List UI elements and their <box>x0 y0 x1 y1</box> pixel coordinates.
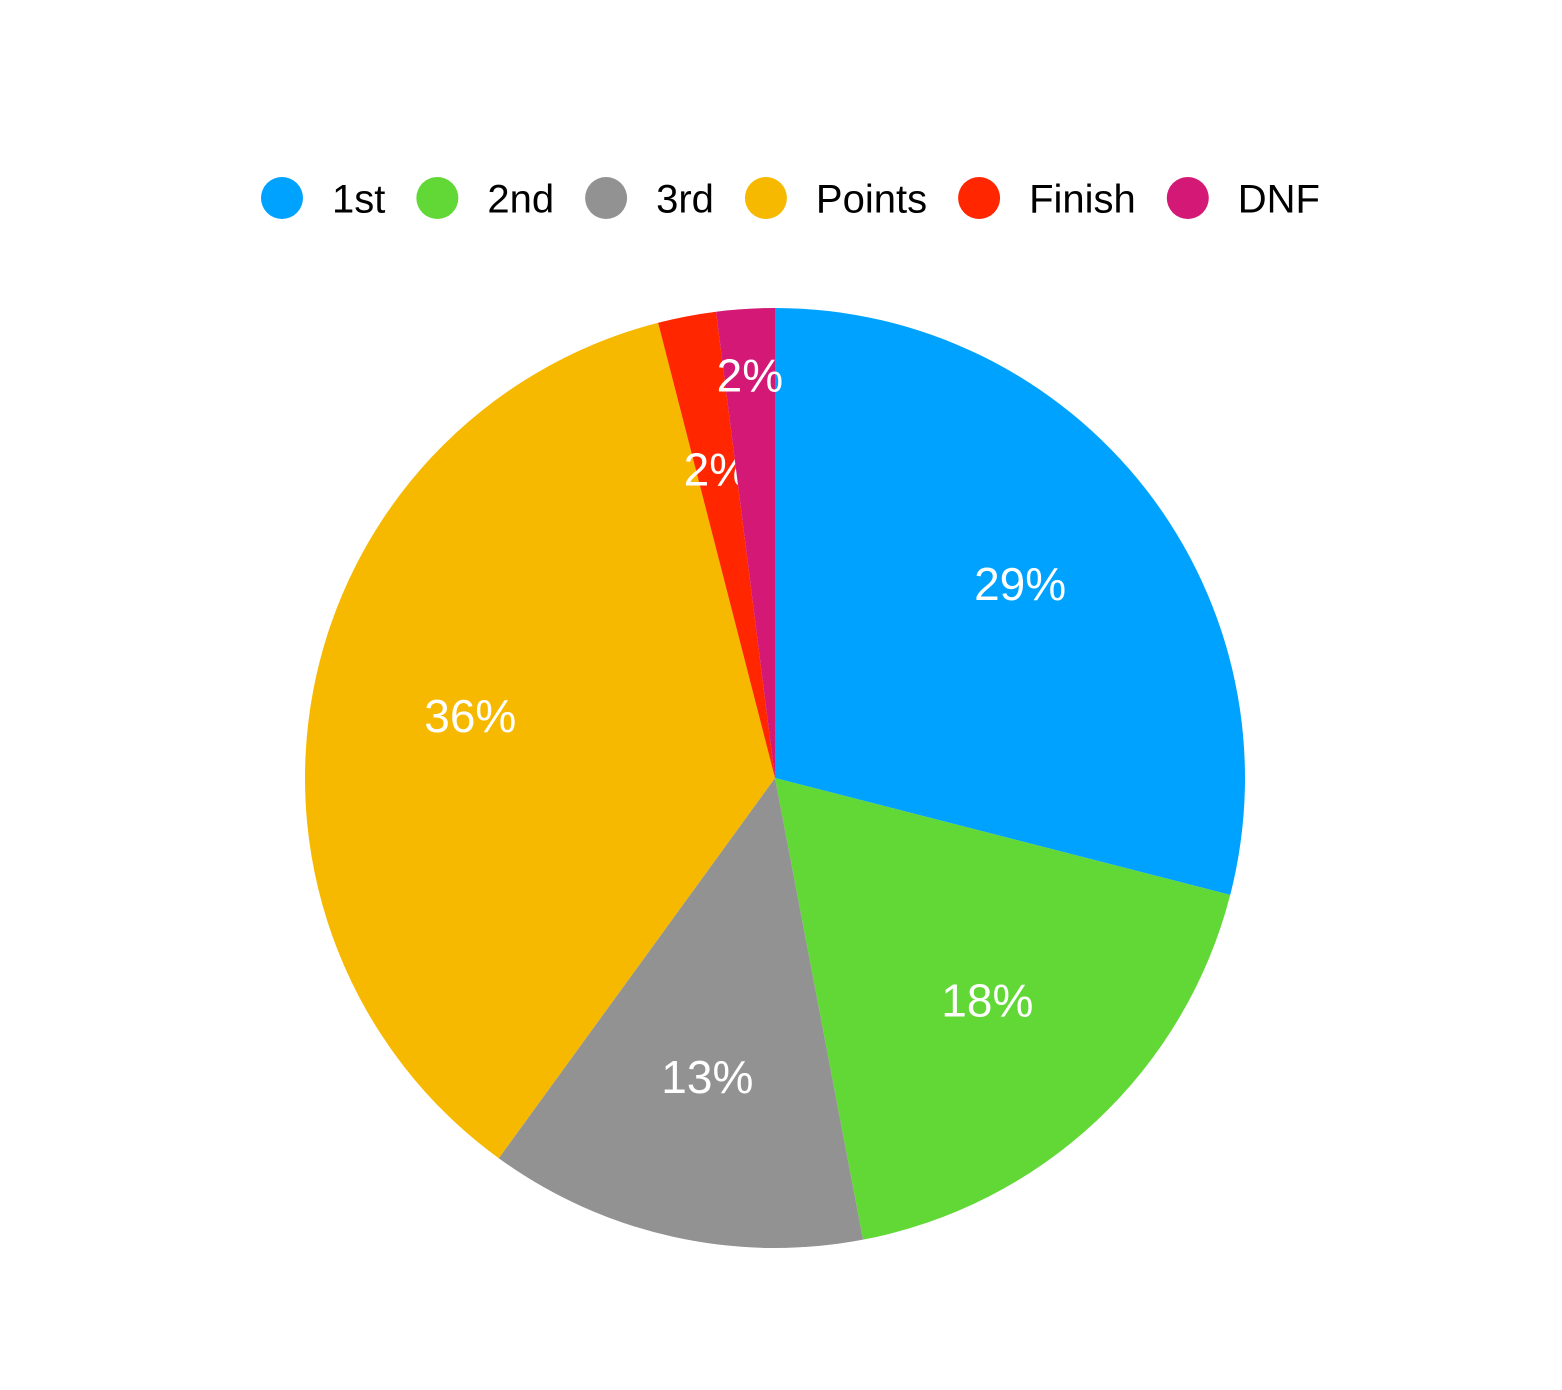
pie-slice <box>716 308 775 778</box>
legend-label: Finish <box>1029 178 1136 222</box>
slice-label: 13% <box>661 1051 753 1103</box>
legend-marker <box>744 177 787 219</box>
pie-slice <box>775 308 1245 895</box>
pie-slice <box>658 311 775 778</box>
legend-marker <box>260 177 303 219</box>
slice-label: 36% <box>424 690 516 742</box>
legend-label: 3rd <box>656 178 714 222</box>
legend-marker <box>416 177 459 219</box>
pie-slice <box>304 322 775 1159</box>
pie-slice <box>775 778 1231 1240</box>
legend-marker <box>585 177 628 219</box>
slice-label: 18% <box>941 974 1033 1026</box>
slice-label: 29% <box>974 558 1066 610</box>
legend-marker <box>1166 177 1209 219</box>
slice-label: 2% <box>717 349 783 401</box>
legend-marker <box>958 177 1001 219</box>
pie-slice <box>498 778 864 1248</box>
legend-label: 2nd <box>487 178 554 222</box>
legend-label: Points <box>816 178 927 222</box>
legend-label: 1st <box>332 178 385 222</box>
legend-label: DNF <box>1238 178 1320 222</box>
